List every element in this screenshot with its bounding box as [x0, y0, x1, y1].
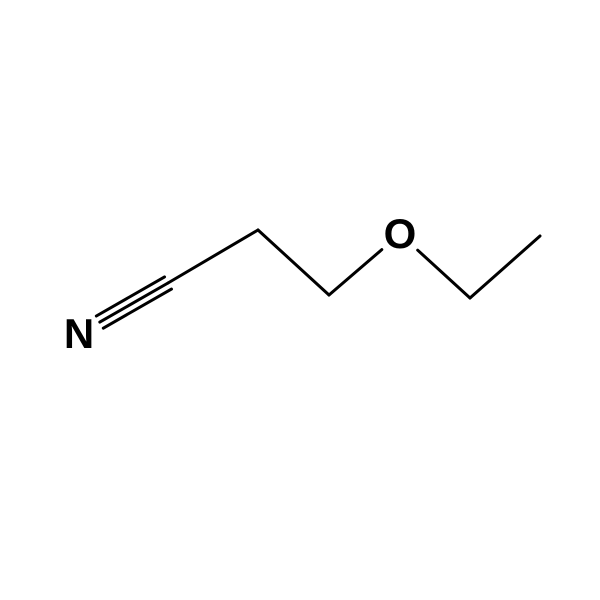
- atom-label-N: N: [64, 310, 94, 358]
- molecule-canvas: NO: [0, 0, 600, 600]
- bond-layer: [0, 0, 600, 600]
- atom-label-O: O: [384, 210, 417, 258]
